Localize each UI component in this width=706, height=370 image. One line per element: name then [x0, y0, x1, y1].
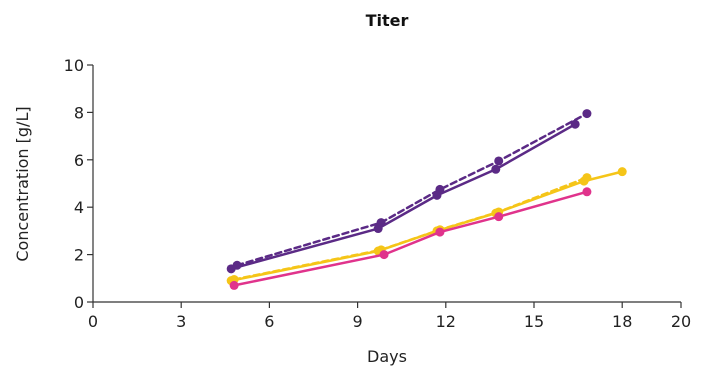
series-group: [226, 109, 627, 290]
x-tick-label: 20: [671, 312, 691, 331]
ticks: 0 3 6 9 12 15 18 20 0 2 4 6 8 10: [64, 56, 692, 331]
series-line: [232, 176, 589, 281]
x-tick-label: 0: [88, 312, 98, 331]
data-point: [226, 264, 236, 274]
axes: [92, 65, 681, 303]
series-2: [226, 119, 580, 274]
y-axis-label: Concentration [g/L]: [13, 106, 32, 261]
data-point: [432, 190, 442, 200]
x-tick-label: 12: [436, 312, 456, 331]
data-point: [494, 156, 504, 166]
series-1: [232, 109, 592, 270]
data-point: [491, 164, 501, 174]
y-tick-label: 2: [74, 246, 84, 265]
x-tick-label: 6: [264, 312, 274, 331]
data-point: [435, 227, 445, 237]
y-tick-label: 0: [74, 293, 84, 312]
y-tick-label: 4: [74, 198, 84, 217]
data-point: [579, 176, 589, 186]
data-point: [229, 280, 239, 290]
data-point: [373, 224, 383, 234]
data-point: [582, 109, 592, 119]
data-point: [617, 167, 627, 177]
x-tick-label: 18: [612, 312, 632, 331]
data-point: [494, 212, 504, 222]
data-point: [379, 250, 389, 260]
series-3: [229, 173, 592, 284]
series-5: [229, 187, 592, 290]
data-point: [570, 119, 580, 129]
y-tick-label: 8: [74, 103, 84, 122]
data-point: [582, 187, 592, 197]
chart-title: Titer: [366, 11, 409, 30]
x-tick-label: 9: [353, 312, 363, 331]
x-axis-label: Days: [367, 347, 407, 366]
x-tick-label: 15: [524, 312, 544, 331]
y-tick-label: 10: [64, 56, 84, 75]
series-line: [235, 112, 589, 267]
series-line: [229, 170, 624, 282]
x-tick-label: 3: [176, 312, 186, 331]
y-tick-label: 6: [74, 151, 84, 170]
